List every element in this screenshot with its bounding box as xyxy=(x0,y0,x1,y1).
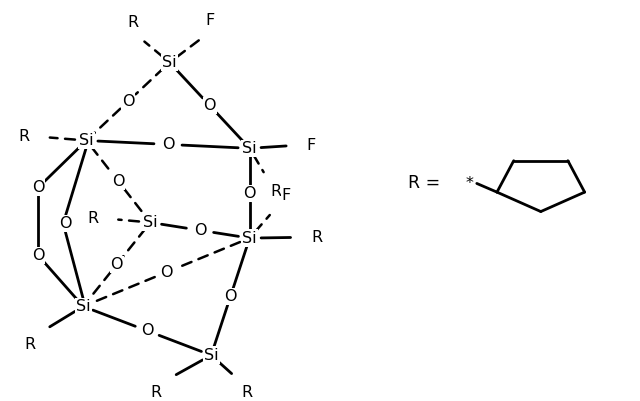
Text: O: O xyxy=(160,265,173,280)
Text: O: O xyxy=(204,98,216,113)
Text: R: R xyxy=(271,184,282,199)
Text: *: * xyxy=(465,176,473,191)
Text: F: F xyxy=(205,13,214,28)
Text: O: O xyxy=(194,223,206,238)
Text: Si: Si xyxy=(163,55,177,70)
Text: R: R xyxy=(150,385,161,400)
Text: R: R xyxy=(19,129,29,144)
Text: O: O xyxy=(60,216,72,231)
Text: O: O xyxy=(224,289,237,304)
Text: Si: Si xyxy=(143,215,157,230)
Text: O: O xyxy=(112,174,125,189)
Text: Si: Si xyxy=(243,231,257,245)
Text: O: O xyxy=(32,248,45,263)
Text: O: O xyxy=(243,186,256,201)
Text: Si: Si xyxy=(76,299,90,314)
Text: O: O xyxy=(111,257,123,272)
Text: O: O xyxy=(162,137,174,152)
Text: R: R xyxy=(241,385,252,400)
Text: O: O xyxy=(141,323,154,338)
Text: R: R xyxy=(88,211,99,226)
Text: O: O xyxy=(32,180,45,195)
Text: O: O xyxy=(122,94,134,109)
Text: F: F xyxy=(282,188,291,203)
Text: Si: Si xyxy=(79,133,93,148)
Text: R =: R = xyxy=(408,174,440,192)
Text: Si: Si xyxy=(243,141,257,156)
Text: Si: Si xyxy=(204,348,218,363)
Text: R: R xyxy=(24,337,35,352)
Text: R: R xyxy=(127,15,138,30)
Text: R: R xyxy=(311,230,322,245)
Text: F: F xyxy=(307,138,316,153)
